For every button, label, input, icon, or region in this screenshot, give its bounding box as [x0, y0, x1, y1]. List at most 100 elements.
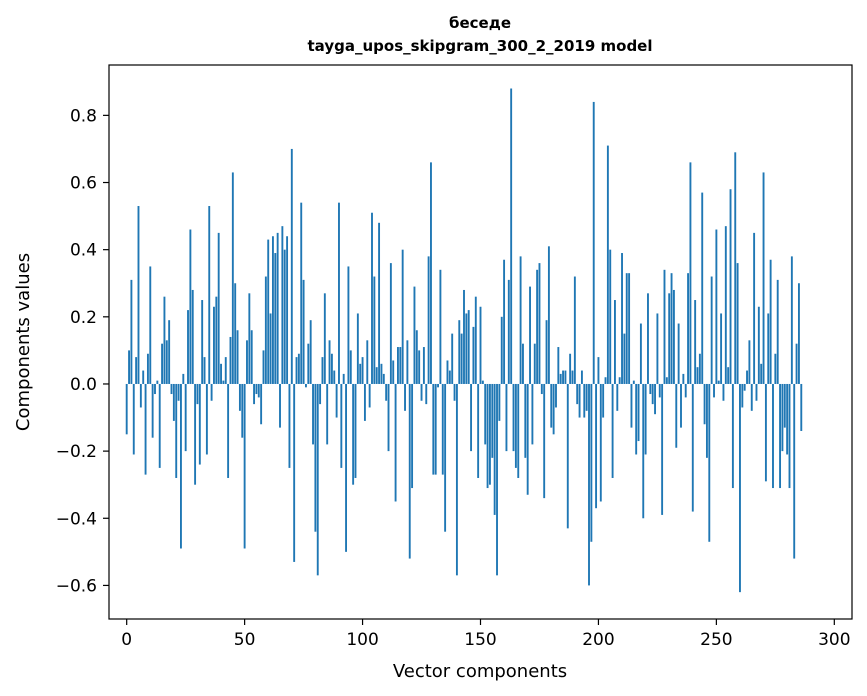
bar-147	[472, 326, 475, 384]
bar-112	[389, 263, 392, 384]
bar-151	[481, 380, 484, 384]
bar-55	[255, 383, 258, 395]
bar-67	[283, 249, 286, 384]
bar-238	[687, 273, 690, 384]
bar-106	[375, 367, 378, 384]
bar-164	[512, 383, 515, 452]
bar-50	[243, 383, 246, 549]
bar-105	[373, 276, 376, 384]
bar-169	[524, 383, 527, 458]
bar-31	[198, 383, 201, 465]
bar-115	[397, 347, 399, 384]
bar-196	[588, 383, 590, 586]
bar-123	[415, 330, 418, 384]
bar-185	[562, 370, 564, 384]
y-tick-label: 0.6	[70, 174, 97, 194]
bar-series	[125, 88, 803, 593]
bar-233	[675, 383, 678, 448]
bar-74	[300, 202, 303, 384]
bar-212	[625, 273, 628, 384]
bar-171	[529, 286, 531, 384]
bar-1	[128, 350, 130, 384]
bar-9	[146, 353, 149, 384]
bar-136	[446, 360, 449, 384]
bar-58	[262, 350, 265, 384]
chart-title-line-1: беседе	[449, 14, 511, 32]
bar-283	[793, 383, 796, 559]
bar-69	[288, 383, 291, 468]
bar-237	[684, 383, 687, 398]
bar-125	[420, 383, 423, 401]
bar-228	[663, 269, 666, 384]
bar-6	[139, 383, 142, 408]
y-tick-label: 0.4	[70, 241, 97, 261]
bar-165	[514, 383, 517, 468]
bar-7	[142, 370, 145, 384]
bar-19	[170, 383, 173, 395]
bar-201	[599, 383, 602, 502]
bar-140	[455, 383, 458, 576]
bar-23	[180, 383, 182, 549]
bar-107	[378, 222, 381, 384]
bar-213	[628, 273, 631, 384]
bar-223	[651, 383, 654, 405]
bar-113	[392, 360, 395, 384]
bar-152	[484, 383, 487, 445]
bar-160	[503, 259, 506, 384]
bar-250	[715, 229, 718, 384]
bar-138	[451, 333, 454, 384]
bar-226	[658, 383, 661, 398]
bar-137	[448, 370, 451, 384]
bar-186	[564, 370, 567, 384]
bar-39	[217, 232, 220, 384]
bar-243	[698, 353, 701, 384]
bar-276	[776, 279, 779, 384]
bar-131	[434, 383, 437, 475]
bar-177	[543, 383, 546, 499]
bar-13	[156, 380, 159, 384]
bar-111	[387, 383, 390, 452]
bar-57	[260, 383, 263, 425]
bar-214	[630, 383, 633, 428]
x-tick-label: 300	[818, 630, 850, 650]
bar-188	[569, 353, 572, 384]
bar-205	[609, 249, 612, 384]
bar-90	[338, 202, 340, 384]
bar-161	[505, 383, 508, 452]
x-tick-label: 0	[121, 630, 132, 650]
bar-191	[576, 383, 579, 405]
bar-241	[694, 300, 697, 384]
bar-194	[583, 383, 586, 418]
y-axis-label: Components values	[13, 253, 34, 431]
bar-45	[231, 172, 234, 384]
bar-271	[764, 383, 767, 482]
bar-83	[321, 357, 324, 384]
bar-264	[748, 340, 751, 384]
bar-263	[746, 370, 748, 384]
bar-242	[696, 367, 699, 384]
bar-75	[302, 279, 305, 384]
bar-227	[661, 383, 664, 515]
bar-262	[743, 383, 746, 391]
bar-109	[382, 373, 385, 384]
bar-17	[165, 340, 168, 384]
bar-135	[444, 383, 447, 532]
bar-189	[571, 370, 574, 384]
bar-84	[323, 293, 326, 384]
bar-162	[507, 279, 510, 384]
bar-230	[668, 293, 671, 384]
bar-255	[727, 367, 730, 384]
bar-249	[713, 383, 715, 398]
bar-16	[163, 296, 166, 384]
bar-32	[201, 300, 204, 384]
bar-5	[137, 206, 140, 384]
bar-211	[623, 333, 626, 384]
bar-116	[399, 347, 402, 384]
bar-210	[621, 253, 623, 384]
bar-246	[705, 383, 708, 458]
bar-35	[208, 206, 211, 384]
bar-251	[717, 380, 720, 384]
bar-267	[755, 383, 758, 401]
bar-91	[340, 383, 343, 468]
